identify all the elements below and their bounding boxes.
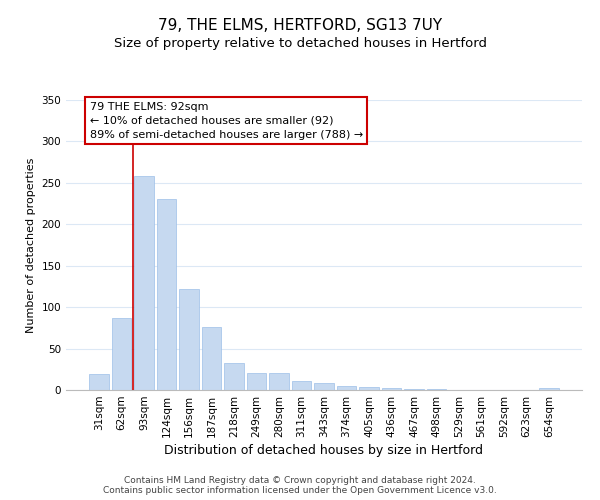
Bar [247,374,266,390]
Y-axis label: Number of detached properties: Number of detached properties [26,158,36,332]
Bar [112,318,131,390]
X-axis label: Distribution of detached houses by size in Hertford: Distribution of detached houses by size … [164,444,484,457]
Bar [134,176,154,390]
Bar [539,388,559,390]
Bar [382,388,401,390]
Text: 79 THE ELMS: 92sqm
← 10% of detached houses are smaller (92)
89% of semi-detache: 79 THE ELMS: 92sqm ← 10% of detached hou… [89,102,363,140]
Bar [224,362,244,390]
Bar [404,389,424,390]
Bar [269,374,289,390]
Text: Contains HM Land Registry data © Crown copyright and database right 2024.: Contains HM Land Registry data © Crown c… [124,476,476,485]
Bar [337,386,356,390]
Bar [157,200,176,390]
Bar [179,289,199,390]
Bar [202,327,221,390]
Text: Contains public sector information licensed under the Open Government Licence v3: Contains public sector information licen… [103,486,497,495]
Bar [427,389,446,390]
Bar [89,374,109,390]
Text: 79, THE ELMS, HERTFORD, SG13 7UY: 79, THE ELMS, HERTFORD, SG13 7UY [158,18,442,32]
Bar [314,382,334,390]
Bar [292,381,311,390]
Text: Size of property relative to detached houses in Hertford: Size of property relative to detached ho… [113,38,487,51]
Bar [359,386,379,390]
